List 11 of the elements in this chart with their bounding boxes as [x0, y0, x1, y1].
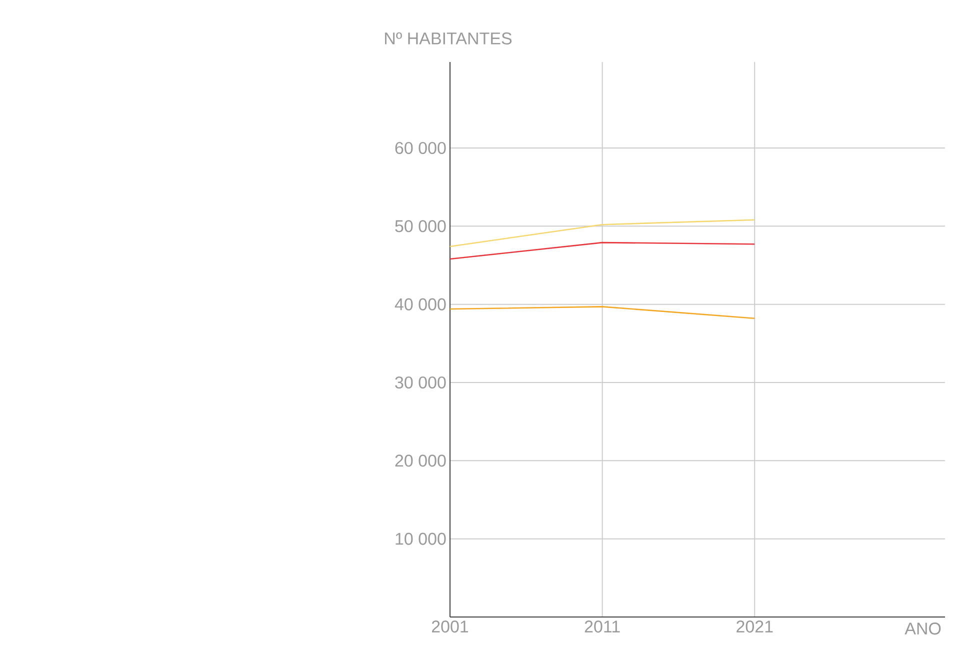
x-tick-label: 2011 [584, 620, 620, 633]
y-tick-label: 60 000 [395, 142, 446, 154]
y-tick-label: 40 000 [394, 298, 446, 310]
y-axis-title: Nº HABITANTES [385, 32, 512, 44]
y-tick-label: 50 000 [395, 220, 446, 232]
y-tick-label: 30 000 [395, 376, 446, 389]
x-axis-title: ANO [904, 622, 941, 635]
y-tick-label: 20 000 [395, 454, 446, 467]
x-tick-label: 2021 [736, 620, 773, 633]
y-tick-label: 10 000 [396, 532, 446, 545]
x-tick-label: 2001 [432, 620, 468, 633]
